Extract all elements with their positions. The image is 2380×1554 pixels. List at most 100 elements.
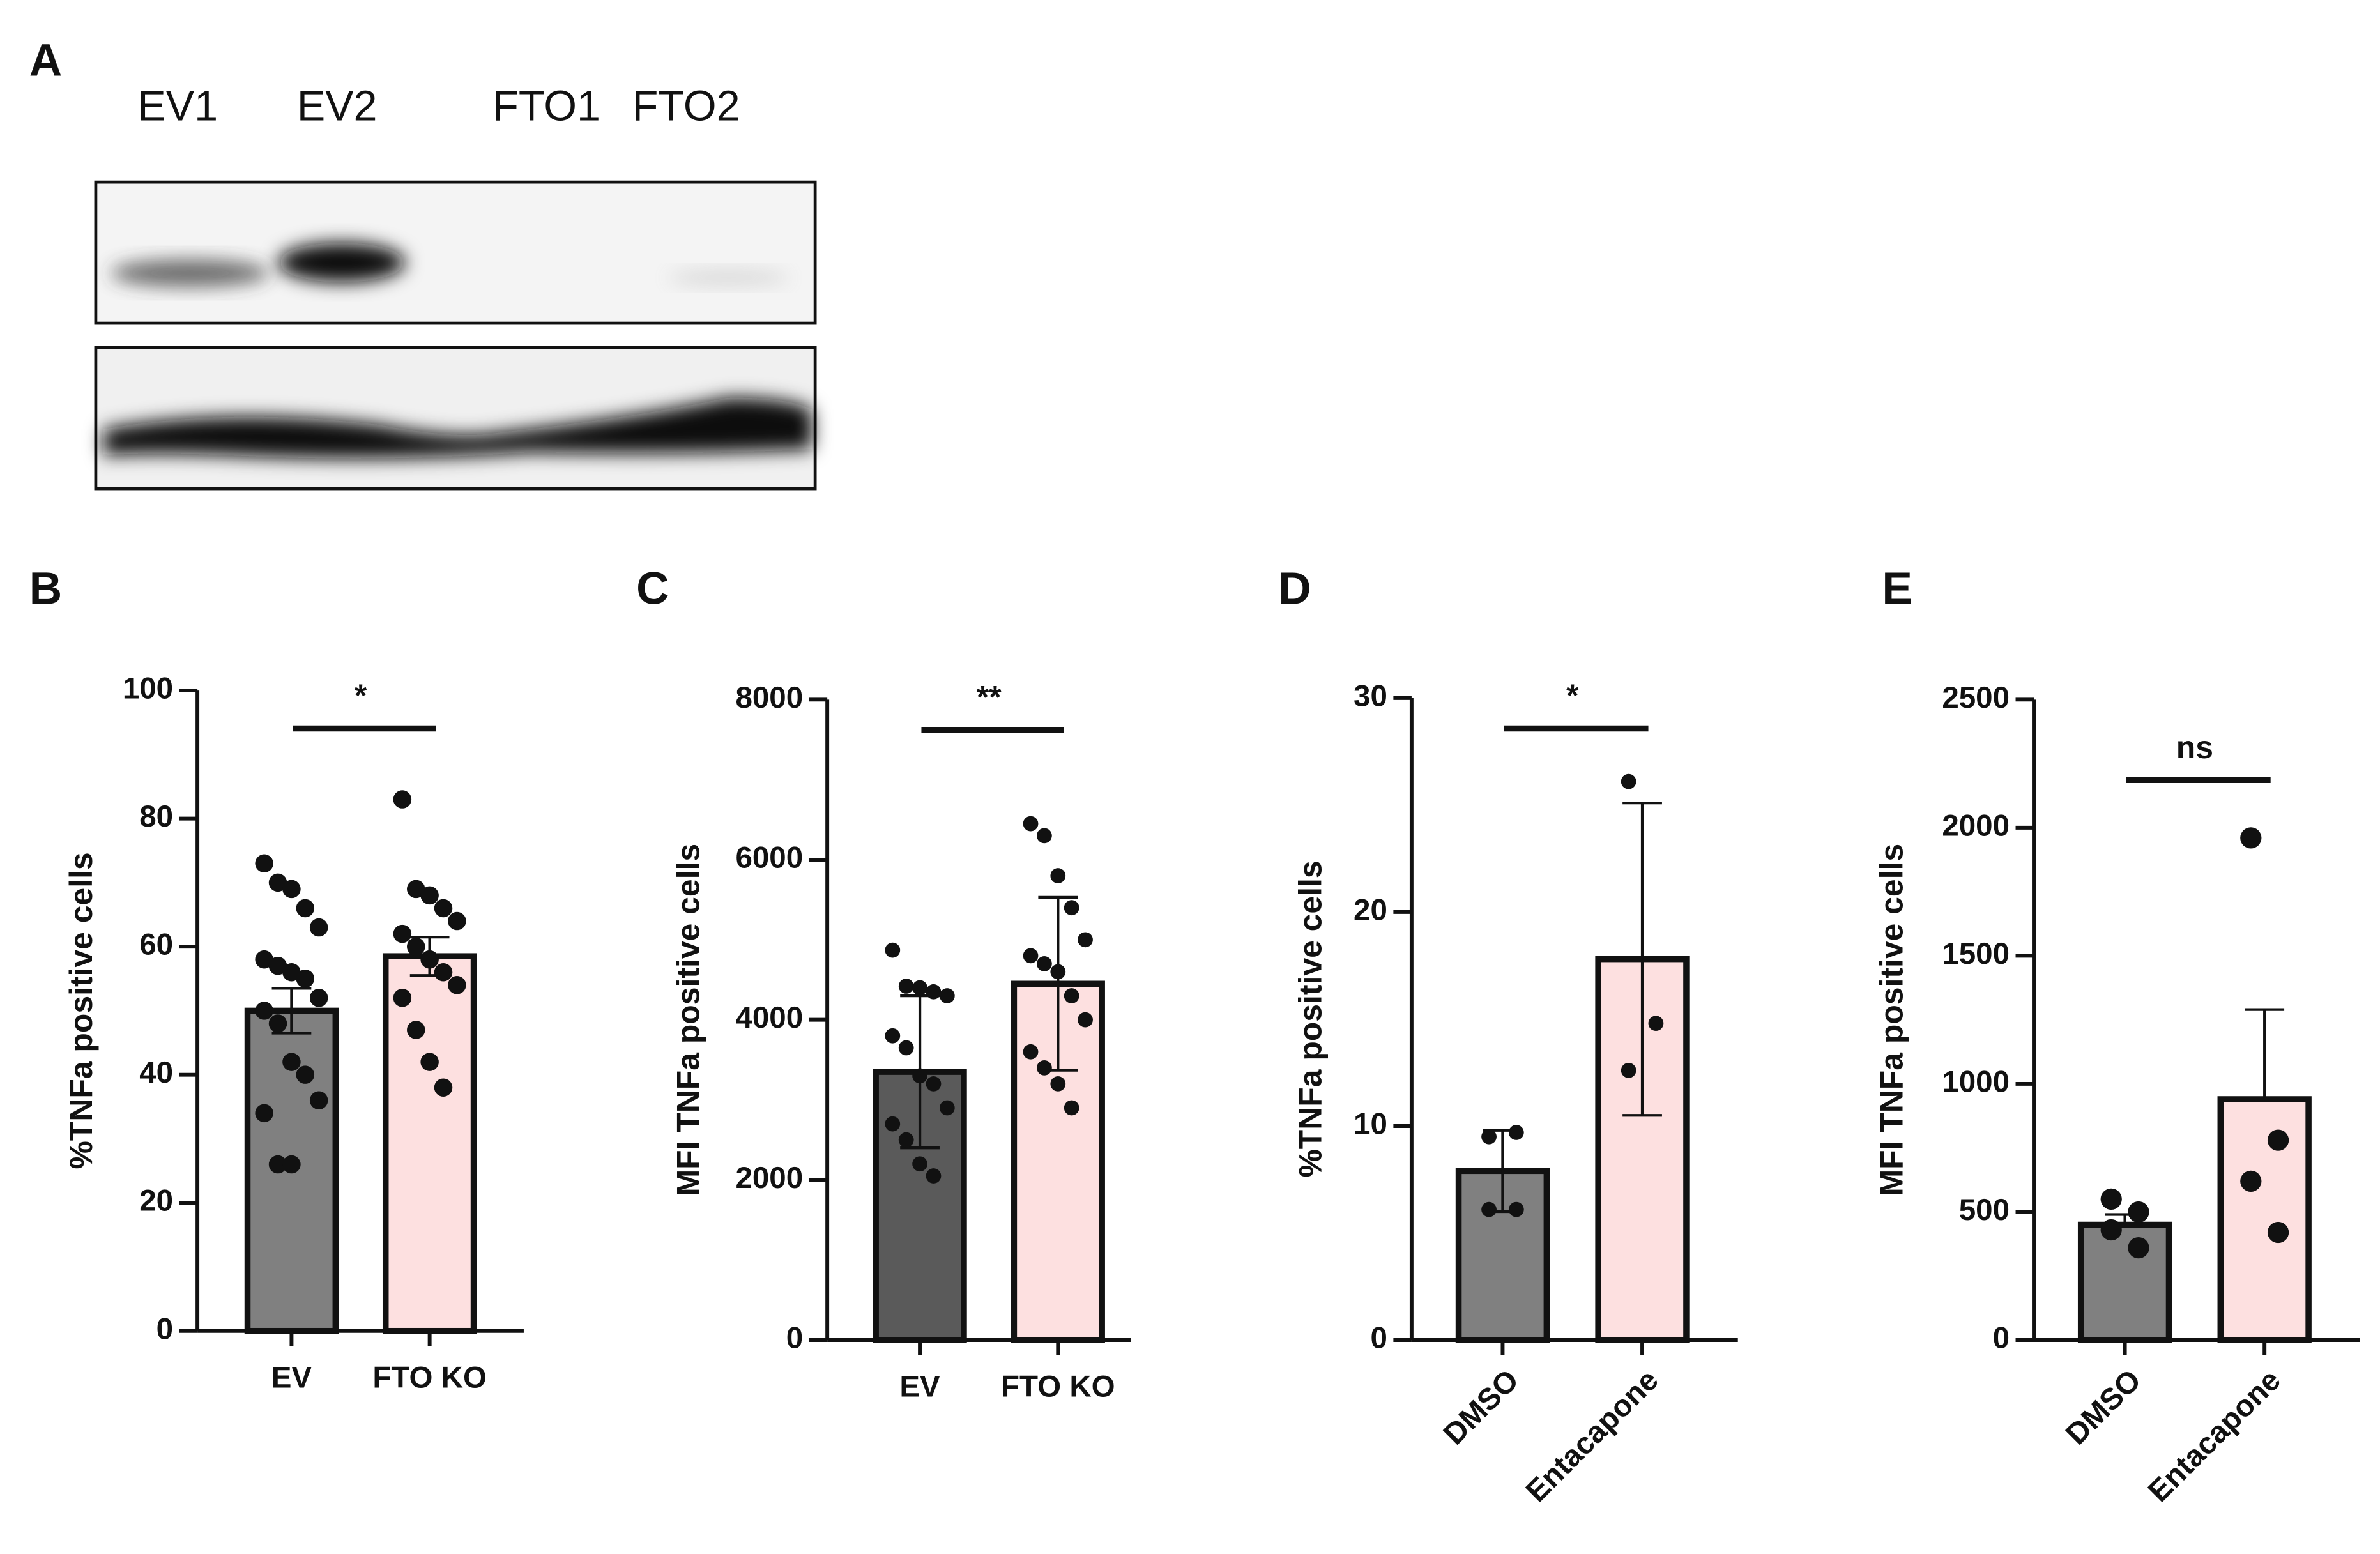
data-point <box>420 950 439 969</box>
y-tick-label: 40 <box>139 1056 173 1090</box>
data-point <box>926 984 942 1000</box>
lane-label: FTO2 <box>632 83 740 130</box>
data-point <box>912 1068 927 1084</box>
data-point <box>1078 1012 1093 1028</box>
data-point <box>309 989 328 1007</box>
panel-label: E <box>1882 563 1912 614</box>
x-tick-label: EV <box>271 1360 312 1394</box>
data-point <box>268 956 287 975</box>
data-point <box>2240 827 2262 849</box>
data-point <box>2128 1201 2149 1223</box>
significance-label: ns <box>2176 729 2213 765</box>
lane-label: EV2 <box>297 83 378 130</box>
data-point <box>898 1040 914 1056</box>
y-tick-label: 1500 <box>1942 937 2010 971</box>
data-point <box>1050 868 1066 883</box>
data-point <box>1621 773 1636 789</box>
lane-label: FTO1 <box>492 83 600 130</box>
data-point <box>268 1014 287 1033</box>
data-point <box>2267 1129 2289 1151</box>
data-point <box>1481 1129 1497 1145</box>
data-point <box>420 886 439 905</box>
y-tick-label: 2500 <box>1942 681 2010 715</box>
data-point <box>1050 964 1066 980</box>
data-point <box>1508 1201 1524 1217</box>
data-point <box>420 1053 439 1071</box>
data-point <box>448 911 466 931</box>
data-point <box>898 1132 914 1148</box>
data-point <box>1023 948 1039 964</box>
data-point <box>1037 956 1052 971</box>
data-point <box>1037 1060 1052 1076</box>
data-point <box>282 1053 301 1071</box>
data-point <box>255 950 273 969</box>
data-point <box>2128 1237 2149 1259</box>
data-point <box>1037 828 1052 844</box>
y-tick-label: 0 <box>1370 1322 1387 1355</box>
data-point <box>309 1091 328 1110</box>
data-point <box>406 1021 425 1039</box>
bar <box>2217 1096 2312 1343</box>
data-point <box>268 873 287 892</box>
data-point <box>1064 900 1079 916</box>
data-point <box>939 988 955 1003</box>
data-point <box>393 924 412 943</box>
data-point <box>1508 1125 1524 1140</box>
data-point <box>885 1028 901 1044</box>
data-point <box>898 979 914 994</box>
error-bar <box>1622 801 1662 1117</box>
data-point <box>885 1116 901 1132</box>
y-tick-label: 500 <box>1959 1193 2010 1227</box>
x-tick-label: EV <box>899 1370 940 1404</box>
panel-label: C <box>636 563 669 614</box>
data-point <box>255 854 273 873</box>
panel-label: D <box>1278 563 1311 614</box>
y-axis-label: MFI TNFa positive cells <box>1874 844 1910 1196</box>
data-point <box>255 1104 273 1123</box>
data-point <box>2267 1221 2289 1244</box>
data-point <box>282 1155 301 1174</box>
y-axis-label: MFI TNFa positive cells <box>670 844 706 1196</box>
significance-label: ** <box>977 679 1002 715</box>
data-point <box>255 1002 273 1020</box>
y-tick-label: 20 <box>1354 894 1387 927</box>
y-tick-label: 10 <box>1354 1108 1387 1141</box>
y-tick-label: 30 <box>1354 679 1387 713</box>
data-point <box>912 980 927 996</box>
data-point <box>1648 1016 1664 1032</box>
data-point <box>434 963 453 982</box>
significance-label: * <box>1566 678 1579 713</box>
data-point <box>406 880 425 899</box>
y-tick-label: 6000 <box>735 841 803 875</box>
y-tick-label: 4000 <box>735 1001 803 1035</box>
data-point <box>309 918 328 937</box>
y-tick-label: 20 <box>139 1184 173 1218</box>
data-point <box>2100 1219 2122 1241</box>
blot-bottom <box>94 346 817 491</box>
y-tick-label: 0 <box>1993 1322 2010 1355</box>
lane-label: EV1 <box>137 83 218 130</box>
y-axis-label: %TNFa positive cells <box>1293 860 1329 1177</box>
y-tick-label: 0 <box>156 1312 173 1346</box>
y-axis-label: %TNFa positive cells <box>63 852 99 1169</box>
data-point <box>393 989 412 1007</box>
panel-label: B <box>29 563 62 614</box>
y-tick-label: 2000 <box>735 1161 803 1195</box>
data-point <box>1481 1201 1497 1217</box>
data-point <box>2100 1188 2122 1210</box>
error-bar <box>2245 1008 2285 1099</box>
data-point <box>926 1168 942 1184</box>
data-point <box>434 1078 453 1097</box>
data-point <box>1050 1076 1066 1092</box>
data-point <box>912 1156 927 1172</box>
data-point <box>1064 988 1079 1003</box>
data-point <box>1023 816 1039 832</box>
panel-label: A <box>29 35 62 86</box>
y-tick-label: 60 <box>139 928 173 962</box>
data-point <box>282 963 301 982</box>
y-tick-label: 2000 <box>1942 809 2010 842</box>
bar <box>2077 1221 2172 1343</box>
data-point <box>393 790 412 809</box>
